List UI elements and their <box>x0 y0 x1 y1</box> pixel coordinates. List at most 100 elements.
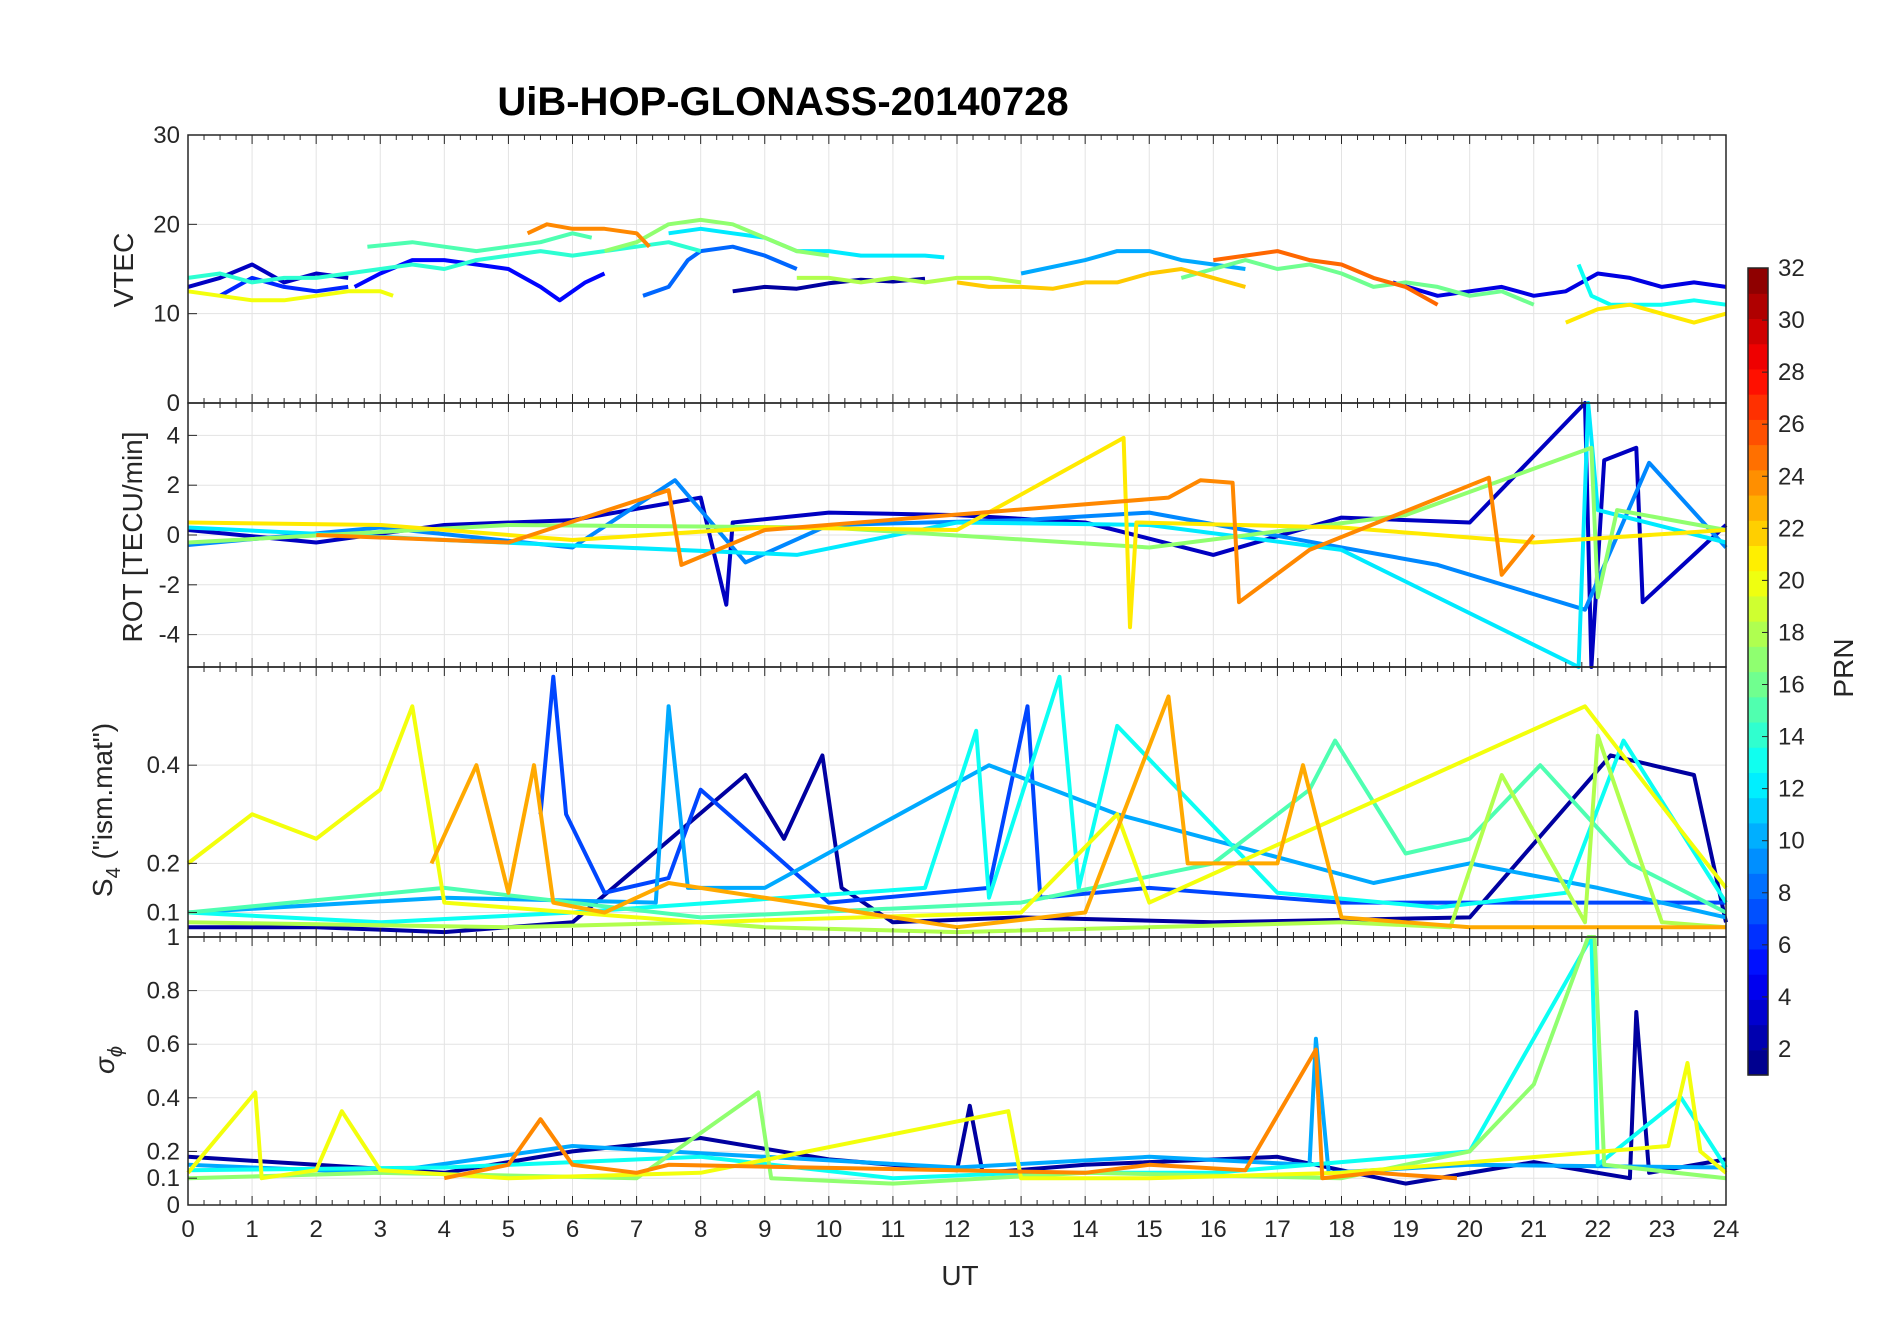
x-tick-label: 12 <box>944 1216 971 1243</box>
series-line-prn-22 <box>956 267 1246 291</box>
x-tick-label: 17 <box>1264 1216 1291 1243</box>
colorbar-tick-label: 22 <box>1778 515 1805 542</box>
colorbar-swatch <box>1748 318 1768 345</box>
series-line-prn-4 <box>1392 271 1727 298</box>
series-line-prn-2 <box>732 276 926 294</box>
rot-y-axis-label: ROT [TECU/min] <box>117 431 148 642</box>
colorbar-swatch <box>1748 570 1768 597</box>
x-tick-label: 14 <box>1072 1216 1099 1243</box>
y-tick-label: -4 <box>159 622 180 649</box>
series-line-prn-25 <box>1213 249 1439 307</box>
colorbar-tick-label: 10 <box>1778 828 1805 855</box>
y-tick-label: 0.2 <box>147 1138 180 1165</box>
colorbar-swatch <box>1748 822 1768 849</box>
series-line-prn-6 <box>219 275 349 298</box>
y-tick-label: 0 <box>167 390 180 417</box>
colorbar-tick-label: 4 <box>1778 984 1791 1011</box>
series-line-prn-24 <box>526 222 651 249</box>
chart-title: UiB-HOP-GLONASS-20140728 <box>497 80 1068 124</box>
colorbar-swatch <box>1748 772 1768 799</box>
colorbar-swatch <box>1748 343 1768 370</box>
x-tick-label: 18 <box>1328 1216 1355 1243</box>
y-tick-label: 0.8 <box>147 978 180 1005</box>
y-tick-label: 0.1 <box>147 1165 180 1192</box>
series-line-prn-21 <box>1565 302 1727 325</box>
colorbar-tick-label: 20 <box>1778 567 1805 594</box>
colorbar-swatch <box>1748 1024 1768 1051</box>
y-tick-label: 10 <box>153 301 180 328</box>
colorbar-swatch <box>1748 747 1768 773</box>
colorbar-tick-label: 6 <box>1778 932 1791 959</box>
colorbar-swatch <box>1748 898 1768 925</box>
series-line-prn-10 <box>187 704 1727 920</box>
y-tick-label: 30 <box>153 122 180 149</box>
series-line-prn-16 <box>1180 258 1535 307</box>
colorbar-tick-label: 32 <box>1778 255 1805 282</box>
vtec-y-axis-label: VTEC <box>108 233 139 308</box>
panel-vtec: 0 10 20 30 <box>153 122 1727 417</box>
panel-sigma-phi: 00.10.20.40.60.810 1 2 3 4 5 6 7 8 9 10 11 12 13 14 15 1… <box>147 924 1740 1243</box>
colorbar-swatch <box>1748 545 1768 572</box>
series-line-prn-12 <box>668 226 945 260</box>
colorbar-tick-label: 12 <box>1778 776 1805 803</box>
series-line-prn-23 <box>429 694 1726 930</box>
y-tick-label: 4 <box>167 422 180 449</box>
y-tick-label: -2 <box>159 572 180 599</box>
colorbar-swatch <box>1748 268 1768 294</box>
series-line-prn-10 <box>1020 249 1246 276</box>
panel-rot: -4 -2 0 2 4 <box>159 401 1728 669</box>
x-tick-label: 2 <box>309 1216 322 1243</box>
series-line-prn-15 <box>367 231 593 254</box>
y-tick-label: 0.1 <box>147 899 180 926</box>
y-tick-label: 0.2 <box>147 850 180 877</box>
series-line-prn-24 <box>316 475 1536 605</box>
series-line-prn-18 <box>796 275 1022 285</box>
colorbar-tick-label: 18 <box>1778 619 1805 646</box>
colorbar-swatch <box>1748 494 1768 521</box>
colorbar-tick-label: 24 <box>1778 463 1805 490</box>
colorbar-swatch <box>1748 520 1768 547</box>
x-tick-label: 1 <box>245 1216 258 1243</box>
colorbar-swatch <box>1748 671 1768 698</box>
s4-y-label-base: S <box>87 878 118 897</box>
series-line-prn-21 <box>187 435 1727 630</box>
x-tick-label: 4 <box>438 1216 451 1243</box>
y-tick-label: 0.4 <box>147 752 180 779</box>
series-line-prn-7 <box>538 674 1726 905</box>
colorbar-tick-label: 30 <box>1778 307 1805 334</box>
s4-y-label-rest: ("ism.mat") <box>87 723 118 867</box>
series-line-prn-20 <box>187 289 394 303</box>
x-tick-label: 3 <box>374 1216 387 1243</box>
y-tick-label: 0.6 <box>147 1031 180 1058</box>
series-line-prn-3 <box>187 262 349 289</box>
colorbar-swatch <box>1748 1049 1768 1076</box>
colorbar-swatch <box>1748 419 1768 446</box>
colorbar-swatch <box>1748 646 1768 673</box>
colorbar-tick-label: 8 <box>1778 880 1791 907</box>
series-line-prn-18 <box>187 733 1727 935</box>
colorbar-swatch <box>1748 469 1768 496</box>
x-tick-label: 22 <box>1584 1216 1611 1243</box>
x-axis-label: UT <box>941 1260 978 1291</box>
series-line-prn-24 <box>443 1047 1458 1181</box>
x-tick-label: 13 <box>1008 1216 1035 1243</box>
colorbar-swatch <box>1748 394 1768 420</box>
sigma-y-label-subscript: ϕ <box>105 1046 127 1057</box>
x-tick-label: 5 <box>502 1216 515 1243</box>
y-tick-label: 0.4 <box>147 1085 180 1112</box>
x-tick-label: 7 <box>630 1216 643 1243</box>
y-tick-label: 2 <box>167 472 180 499</box>
series-line-prn-20 <box>186 704 1728 925</box>
x-tick-label: 24 <box>1713 1216 1740 1243</box>
colorbar-swatch <box>1748 696 1768 723</box>
y-tick-label: 0 <box>167 522 180 549</box>
colorbar-swatch <box>1748 621 1768 647</box>
y-tick-label: 0 <box>167 1192 180 1219</box>
x-tick-label: 9 <box>758 1216 771 1243</box>
x-tick-label: 19 <box>1392 1216 1419 1243</box>
colorbar-swatch <box>1748 948 1768 975</box>
colorbar-swatch <box>1748 999 1768 1026</box>
x-tick-label: 15 <box>1136 1216 1163 1243</box>
